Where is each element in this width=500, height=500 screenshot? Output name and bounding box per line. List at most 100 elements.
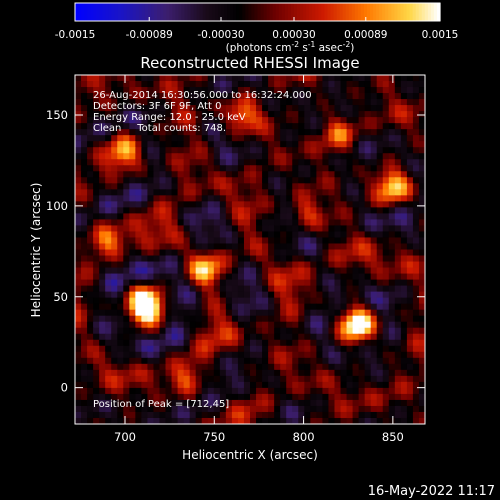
heatmap-cell — [394, 99, 402, 106]
heatmap-cell — [388, 153, 396, 160]
heatmap-cell — [358, 117, 366, 124]
heatmap-cell — [225, 399, 233, 407]
heatmap-cell — [75, 261, 82, 269]
heatmap-cell — [75, 345, 82, 353]
heatmap-cell — [268, 333, 275, 341]
heatmap-cell — [81, 99, 88, 106]
heatmap-cell — [406, 381, 414, 389]
heatmap-cell — [183, 219, 191, 226]
heatmap-cell — [225, 75, 233, 82]
heatmap-cell — [225, 279, 233, 287]
heatmap-cell — [250, 165, 257, 172]
heatmap-cell — [250, 189, 257, 196]
colorbar-tick-label: -0.0015 — [55, 29, 96, 41]
heatmap-cell — [237, 357, 245, 365]
heatmap-cell — [286, 81, 293, 88]
heatmap-cell — [340, 369, 348, 377]
heatmap-cell — [280, 231, 287, 238]
heatmap-cell — [412, 261, 420, 269]
heatmap-cell — [195, 201, 203, 208]
heatmap-cell — [213, 261, 221, 269]
heatmap-cell — [225, 243, 233, 250]
heatmap-cell — [93, 171, 100, 178]
heatmap-cell — [165, 225, 173, 232]
heatmap-cell — [280, 279, 287, 287]
heatmap-cell — [207, 357, 215, 365]
heatmap-cell — [147, 105, 154, 112]
heatmap-cell — [400, 369, 408, 377]
heatmap-cell — [183, 93, 191, 100]
heatmap-cell — [129, 291, 136, 299]
heatmap-cell — [256, 75, 263, 82]
colorbar-cell — [351, 3, 356, 21]
heatmap-cell — [195, 165, 203, 172]
heatmap-cell — [87, 75, 94, 82]
heatmap-cell — [346, 159, 354, 166]
heatmap-cell — [135, 177, 142, 184]
heatmap-cell — [213, 177, 221, 184]
heatmap-cell — [147, 297, 154, 305]
heatmap-cell — [388, 339, 396, 347]
heatmap-cell — [328, 87, 335, 94]
heatmap-cell — [93, 333, 100, 341]
heatmap-cell — [310, 399, 317, 407]
heatmap-cell — [117, 189, 124, 196]
heatmap-cell — [268, 153, 275, 160]
heatmap-cell — [129, 207, 136, 214]
heatmap-cell — [81, 207, 88, 214]
heatmap-cell — [135, 117, 142, 124]
heatmap-cell — [262, 273, 269, 281]
heatmap-cell — [298, 315, 305, 323]
heatmap-cell — [117, 159, 124, 166]
heatmap-cell — [243, 363, 251, 371]
heatmap-cell — [159, 417, 167, 425]
heatmap-cell — [304, 219, 311, 226]
heatmap-cell — [207, 273, 215, 281]
heatmap-cell — [219, 117, 227, 124]
heatmap-cell — [394, 357, 402, 365]
heatmap-cell — [340, 135, 348, 142]
heatmap-cell — [346, 315, 354, 323]
heatmap-cell — [400, 273, 408, 281]
heatmap-cell — [153, 279, 160, 287]
heatmap-cell — [256, 99, 263, 106]
heatmap-cell — [358, 195, 366, 202]
heatmap-cell — [340, 363, 348, 371]
heatmap-cell — [262, 159, 269, 166]
heatmap-cell — [147, 225, 154, 232]
heatmap-cell — [280, 189, 287, 196]
heatmap-cell — [123, 183, 130, 190]
heatmap-cell — [147, 333, 154, 341]
heatmap-cell — [207, 195, 215, 202]
heatmap-cell — [171, 243, 179, 250]
heatmap-cell — [388, 363, 396, 371]
heatmap-cell — [159, 105, 167, 112]
heatmap-cell — [219, 393, 227, 401]
heatmap-cell — [280, 399, 287, 407]
heatmap-cell — [129, 411, 136, 419]
heatmap-cell — [141, 75, 148, 82]
heatmap-cell — [243, 297, 251, 305]
heatmap-cell — [99, 417, 106, 425]
heatmap-cell — [231, 207, 239, 214]
heatmap-cell — [93, 87, 100, 94]
heatmap-cell — [231, 309, 239, 317]
heatmap-cell — [364, 201, 372, 208]
heatmap-cell — [334, 105, 342, 112]
heatmap-cell — [141, 123, 148, 130]
heatmap-cell — [207, 99, 215, 106]
heatmap-cell — [328, 381, 335, 389]
heatmap-cell — [111, 285, 118, 293]
heatmap-cell — [310, 117, 317, 124]
heatmap-cell — [231, 237, 239, 244]
heatmap-cell — [111, 363, 118, 371]
heatmap-cell — [286, 363, 293, 371]
heatmap-cell — [147, 123, 154, 130]
heatmap-cell — [195, 189, 203, 196]
heatmap-cell — [123, 243, 130, 250]
heatmap-cell — [81, 351, 88, 359]
heatmap-cell — [87, 309, 94, 317]
heatmap-cell — [340, 339, 348, 347]
heatmap-cell — [328, 93, 335, 100]
heatmap-cell — [340, 123, 348, 130]
